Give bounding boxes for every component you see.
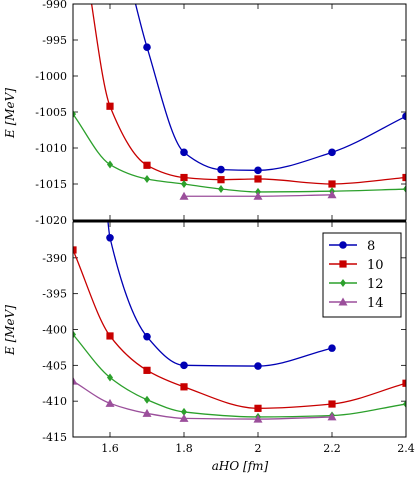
data-point xyxy=(143,161,151,169)
series-8 xyxy=(134,4,406,175)
data-point xyxy=(328,180,336,188)
x-tick-label: 1.8 xyxy=(175,442,193,455)
y-tick-label: -990 xyxy=(42,0,67,11)
data-point xyxy=(106,102,114,110)
data-point xyxy=(217,176,225,184)
y-tick-label: -405 xyxy=(42,359,67,372)
data-point xyxy=(253,414,263,423)
legend-marker xyxy=(338,297,348,306)
bottom-panel: 1.6 1.8 2 2.2 2.4 -390 -395 -400 -405 -410 -415 xyxy=(42,221,415,455)
series-10 xyxy=(73,246,406,412)
data-point xyxy=(181,407,187,416)
data-point xyxy=(218,185,224,194)
y-tick-label: -415 xyxy=(42,431,67,444)
series-line-12 xyxy=(73,113,406,193)
data-point xyxy=(327,412,337,421)
legend-box xyxy=(322,232,402,318)
legend-marker xyxy=(339,241,347,249)
data-point xyxy=(144,174,150,183)
data-point xyxy=(402,379,406,387)
y-tick-label: -1005 xyxy=(35,106,67,119)
series-14 xyxy=(73,376,337,423)
y-tick-label: -410 xyxy=(42,395,67,408)
data-point xyxy=(73,110,76,119)
y-tick-label: -1020 xyxy=(35,214,67,227)
data-point xyxy=(179,413,189,422)
data-point xyxy=(328,344,336,352)
data-point xyxy=(143,332,151,341)
y-tick-label: -395 xyxy=(42,288,67,301)
data-point xyxy=(106,332,114,340)
data-point xyxy=(254,362,262,370)
x-tick-label: 2.2 xyxy=(323,442,341,455)
data-point xyxy=(328,400,336,408)
data-point xyxy=(180,383,188,391)
y-tick-label: -1010 xyxy=(35,142,67,155)
legend-marker xyxy=(339,260,347,268)
data-point xyxy=(106,233,114,242)
series-10 xyxy=(90,4,406,188)
data-point xyxy=(254,175,262,183)
data-point xyxy=(107,160,113,169)
data-point xyxy=(217,165,225,174)
x-axis-label: aHO [fm] xyxy=(212,459,269,473)
data-point xyxy=(73,376,78,385)
y-axis-label-top: E [MeV] xyxy=(3,88,17,139)
series-14 xyxy=(179,190,337,200)
y-tick-label: -390 xyxy=(42,252,67,265)
data-point xyxy=(144,395,150,404)
data-point xyxy=(181,180,187,188)
data-point xyxy=(73,246,77,254)
data-point xyxy=(402,173,406,182)
data-point xyxy=(327,190,337,199)
legend-label: 10 xyxy=(367,258,384,273)
legend-label: 14 xyxy=(367,296,384,311)
y-tick-label: -1015 xyxy=(35,178,67,191)
data-point xyxy=(403,185,406,194)
data-point xyxy=(143,366,151,374)
series-line-8 xyxy=(107,222,333,367)
top-panel: -990 -995 -1000 -1005 -1010 -1015 -1020 xyxy=(35,0,407,227)
series-8 xyxy=(106,222,336,370)
legend-marker xyxy=(340,279,346,287)
plot-frame xyxy=(72,3,407,221)
data-point xyxy=(73,330,76,339)
data-point xyxy=(105,398,115,407)
x-tick-label: 2 xyxy=(255,442,262,455)
data-point xyxy=(254,404,262,412)
series-line-12 xyxy=(73,334,406,418)
data-point xyxy=(180,148,188,157)
data-point xyxy=(328,148,336,157)
data-point xyxy=(179,191,189,200)
data-point xyxy=(254,166,262,175)
y-tick-label: -1000 xyxy=(35,70,67,83)
legend: 8 10 12 14 xyxy=(322,232,402,318)
y-axis-label-bottom: E [MeV] xyxy=(3,305,17,356)
data-point xyxy=(143,43,151,51)
data-point xyxy=(253,191,263,200)
x-tick-label: 1.6 xyxy=(101,442,119,455)
legend-label: 8 xyxy=(367,239,375,254)
data-point xyxy=(142,408,152,417)
data-point xyxy=(402,112,406,121)
data-point xyxy=(403,400,406,409)
data-point xyxy=(180,361,188,370)
data-point xyxy=(107,373,113,382)
y-tick-label: -400 xyxy=(42,324,67,337)
series-line-10 xyxy=(90,4,406,185)
x-tick-label: 2.4 xyxy=(397,442,415,455)
legend-label: 12 xyxy=(367,277,384,292)
y-tick-label: -995 xyxy=(42,34,67,47)
series-line-8 xyxy=(134,4,406,171)
data-point xyxy=(180,173,188,182)
